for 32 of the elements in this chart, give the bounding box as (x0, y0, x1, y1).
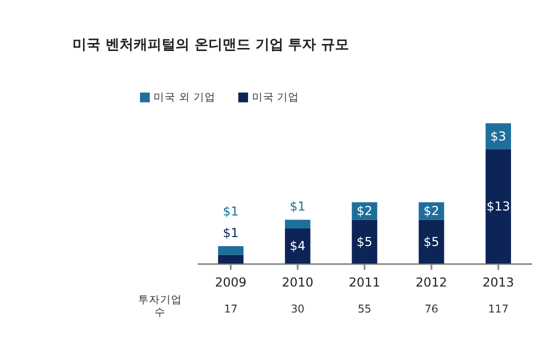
bar (486, 123, 512, 150)
data-label: $5 (356, 234, 372, 249)
data-label: $1 (222, 204, 239, 219)
bar (284, 228, 310, 264)
x-tick-label: 2009 (215, 275, 247, 290)
bar (352, 220, 378, 264)
bar (418, 220, 444, 264)
data-label: $2 (356, 204, 372, 218)
data-label: $2 (424, 204, 440, 218)
x-tick-label: 2010 (282, 275, 314, 290)
legend-label: 미국 외 기업 (154, 90, 216, 104)
data-label: $4 (290, 239, 306, 254)
text: 17 (224, 302, 238, 316)
bar (284, 220, 310, 229)
data-label: $13 (486, 200, 510, 214)
text: 55 (358, 302, 372, 316)
legend-label: 미국 기업 (252, 90, 300, 104)
data-label: $1 (222, 226, 239, 240)
bar (218, 246, 244, 255)
data-label: $1 (290, 200, 306, 214)
chart-title: 미국 벤처캐피털의 온디맨드 기업 투자 규모 (72, 36, 350, 53)
text: 117 (488, 302, 509, 316)
text: 투자기업 수 (138, 293, 182, 319)
text: 30 (290, 302, 305, 316)
bar (218, 254, 244, 264)
text: 76 (424, 302, 438, 316)
data-label: $3 (490, 130, 506, 144)
data-label: $5 (424, 234, 440, 249)
bar (486, 150, 512, 264)
x-tick-label: 2013 (482, 275, 514, 290)
x-tick-label: 2012 (416, 275, 448, 290)
x-tick-label: 2011 (348, 275, 380, 290)
